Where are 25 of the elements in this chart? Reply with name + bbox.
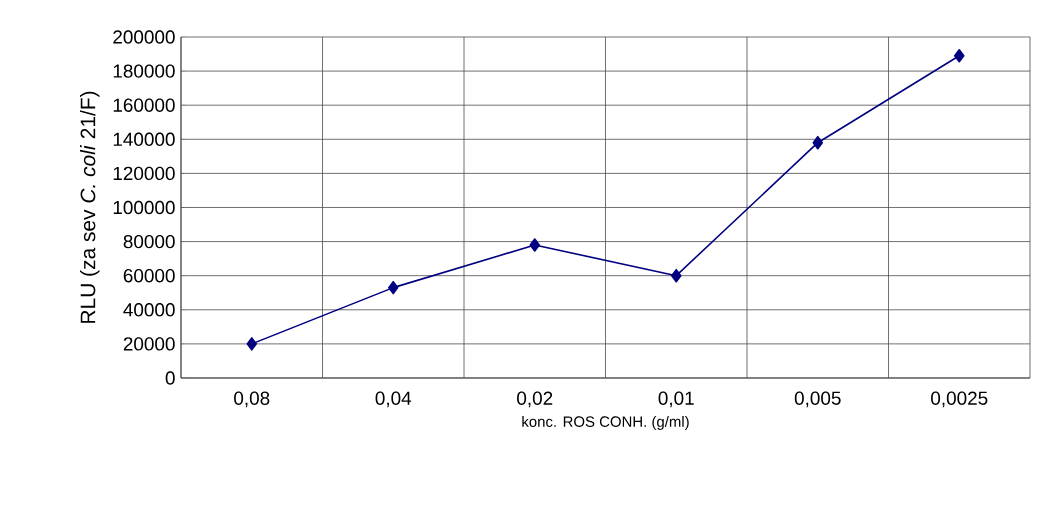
x-tick-label: 0,0025 bbox=[931, 391, 988, 408]
point bbox=[812, 135, 824, 150]
x-tick-label: 0,08 bbox=[234, 391, 270, 408]
y-tick-label: 0 bbox=[165, 371, 175, 385]
y-tick-label: 160000 bbox=[113, 98, 175, 112]
y-axis-title: RLU (za sev C. coli 21/F) bbox=[80, 91, 100, 323]
y-tick-label: 40000 bbox=[123, 303, 175, 317]
x-tick-label: 0,005 bbox=[794, 391, 841, 408]
point bbox=[670, 268, 682, 283]
y-tick-label: 200000 bbox=[113, 30, 175, 44]
y-tick-label: 60000 bbox=[123, 268, 175, 283]
y-tick-label: 140000 bbox=[113, 132, 175, 146]
x-tick-label: 0,04 bbox=[375, 391, 412, 408]
x-axis-title: konc. ROS CONH. (g/ml) bbox=[522, 415, 689, 430]
x-tick-label: 0,01 bbox=[658, 391, 694, 408]
y-tick-label: 80000 bbox=[123, 234, 175, 249]
y-tick-label: 180000 bbox=[113, 64, 175, 78]
y-tick-label: 20000 bbox=[123, 337, 175, 351]
point bbox=[387, 280, 399, 295]
y-tick-label: 120000 bbox=[113, 166, 175, 181]
x-tick-label: 0,02 bbox=[517, 391, 553, 408]
y-tick-label: 100000 bbox=[113, 200, 175, 215]
point bbox=[246, 337, 258, 351]
point bbox=[953, 48, 965, 63]
point bbox=[529, 238, 541, 252]
